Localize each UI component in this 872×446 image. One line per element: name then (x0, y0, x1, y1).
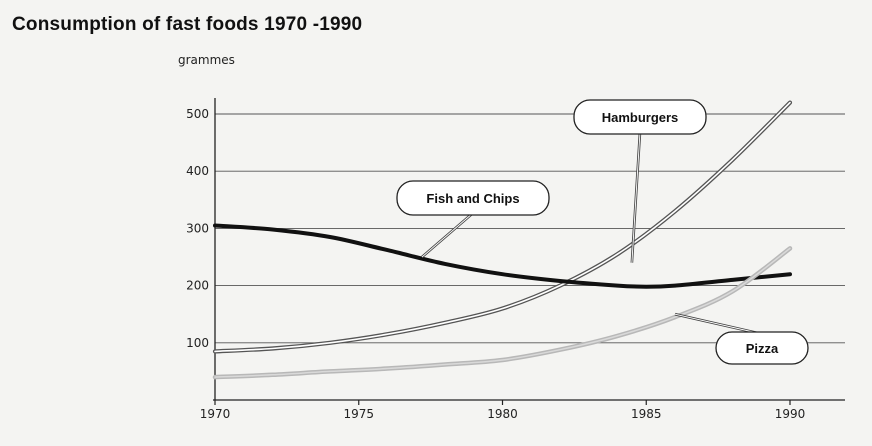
axes: 100 200 300 400 500 grammes 1970 1975 1980 1985 19… (178, 53, 845, 421)
series-label-fish-and-chips: Fish and Chips (426, 191, 519, 206)
x-tick-label-1990: 1990 (775, 407, 806, 421)
callout-pointer-inner-fish-and-chips (421, 212, 474, 258)
series-lines (212, 100, 793, 380)
series-callouts: Hamburgers Fish and Chips Pizza (396, 99, 809, 365)
series-line-hamburgers-inner (214, 101, 791, 353)
series-line-pizza-inner (214, 247, 791, 378)
callout-pointer-inner-pizza (674, 313, 763, 335)
y-axis-unit-label: grammes (178, 53, 235, 67)
callout-box-fish-and-chips (396, 180, 550, 216)
series-label-hamburgers: Hamburgers (602, 110, 679, 125)
x-tick-label-1980: 1980 (487, 407, 518, 421)
y-tick-label-300: 300 (186, 221, 209, 235)
y-tick-label-100: 100 (186, 336, 209, 350)
x-tick-label-1970: 1970 (200, 407, 231, 421)
series-line-fish-and-chips (213, 223, 792, 289)
y-tick-label-200: 200 (186, 279, 209, 293)
callout-box-pizza (715, 331, 809, 365)
series-line-pizza (212, 246, 793, 380)
callout-pointer-inner-hamburgers (631, 131, 641, 263)
series-line-hamburgers (212, 100, 793, 354)
x-tick-label-1985: 1985 (631, 407, 662, 421)
chart-title: Consumption of fast foods 1970 -1990 (12, 14, 363, 35)
callout-box-hamburgers (573, 99, 707, 135)
y-tick-label-400: 400 (186, 164, 209, 178)
gridlines (215, 113, 845, 344)
series-label-pizza: Pizza (746, 341, 779, 356)
x-tick-label-1975: 1975 (343, 407, 374, 421)
y-tick-label-500: 500 (186, 107, 209, 121)
